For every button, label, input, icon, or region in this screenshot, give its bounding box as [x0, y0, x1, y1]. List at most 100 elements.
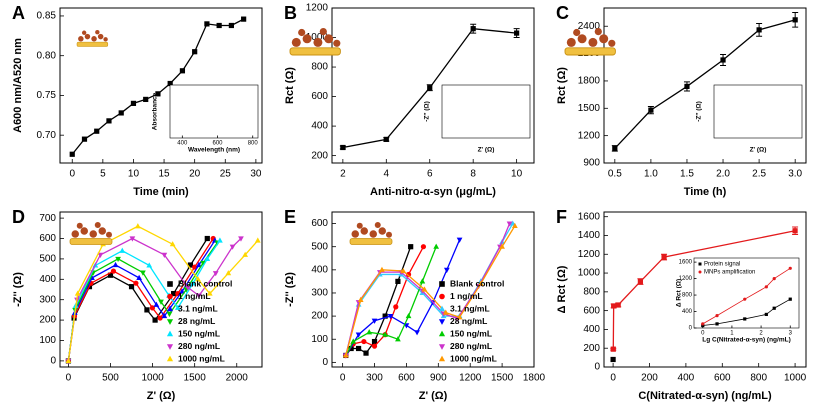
- x-tick-label: 1500: [184, 373, 207, 384]
- x-axis-title: Time (min): [133, 186, 189, 198]
- data-point: [136, 274, 142, 280]
- x-tick-label: 800: [248, 141, 259, 147]
- data-point: [129, 236, 136, 242]
- data-point: [395, 278, 401, 285]
- y-tick-label: 1200: [578, 130, 601, 141]
- data-point: [155, 91, 161, 97]
- legend-marker: [167, 281, 173, 287]
- y-tick-label: 100: [311, 334, 328, 345]
- legend-label: 280 ng/mL: [178, 341, 220, 351]
- y-tick-label: 400: [311, 264, 328, 275]
- legend-marker: [166, 330, 174, 337]
- x-axis-title: Lg C(Nitrated-α-syn) (ng/mL): [702, 337, 791, 344]
- data-point: [169, 241, 176, 247]
- data-point: [355, 345, 362, 352]
- data-point: [342, 352, 349, 358]
- series-line: [67, 242, 218, 361]
- data-point: [355, 332, 362, 338]
- legend-marker: [438, 355, 446, 362]
- legend-marker: [167, 293, 173, 300]
- data-point: [94, 128, 100, 134]
- data-point: [743, 317, 747, 321]
- data-point: [756, 27, 762, 33]
- x-tick-label: 200: [641, 373, 658, 384]
- data-point: [133, 280, 139, 286]
- data-point: [171, 290, 177, 297]
- y-tick-label: 1800: [578, 76, 601, 87]
- data-point: [161, 312, 168, 319]
- series-line: [67, 240, 221, 361]
- data-point: [792, 17, 798, 23]
- data-point: [684, 83, 690, 90]
- x-tick-label: 0: [66, 373, 72, 384]
- panel-letter: A: [12, 3, 25, 23]
- legend-label: 1 ng/mL: [178, 291, 211, 301]
- legend-marker: [438, 344, 446, 350]
- y-tick-label: 1000: [578, 268, 601, 279]
- y-tick-label: 400: [583, 324, 600, 335]
- legend-marker: [438, 305, 446, 312]
- series-line: [702, 267, 791, 325]
- x-tick-label: 4: [384, 169, 390, 180]
- panel-letter: C: [556, 3, 569, 23]
- data-point: [143, 96, 149, 103]
- x-tick-label: 3: [789, 331, 793, 337]
- legend-marker: [166, 319, 174, 325]
- data-point: [242, 251, 249, 257]
- x-tick-label: 2: [340, 169, 346, 180]
- legend-label: Blank control: [450, 278, 504, 288]
- x-tick-label: 1000: [784, 373, 807, 384]
- data-point: [216, 22, 222, 29]
- legend-label: 150 ng/mL: [178, 328, 220, 338]
- x-tick-label: 0: [340, 373, 346, 384]
- y-axis-title: Rct (Ω): [556, 67, 568, 104]
- data-point: [128, 284, 135, 290]
- legend-marker: [166, 355, 174, 362]
- data-point: [499, 243, 505, 249]
- data-point: [212, 271, 219, 277]
- data-point: [112, 261, 119, 268]
- data-point: [179, 288, 185, 294]
- data-point: [348, 345, 354, 352]
- y-tick-label: 1400: [578, 230, 601, 241]
- data-point: [192, 264, 198, 270]
- x-axis-title: Time (h): [684, 186, 727, 198]
- data-point: [152, 317, 158, 323]
- data-point: [144, 307, 150, 313]
- y-tick-label: 600: [39, 233, 56, 244]
- x-axis-title: C(Nitrated-α-syn) (ng/mL): [638, 390, 772, 402]
- data-point: [395, 336, 401, 342]
- legend-marker: [698, 270, 702, 274]
- y-axis-title: Δ Rct (Ω): [676, 279, 683, 307]
- legend-marker: [438, 330, 446, 337]
- series-line: [702, 298, 791, 326]
- data-point: [792, 228, 798, 234]
- data-point: [74, 290, 81, 296]
- y-tick-label: 0: [322, 357, 328, 368]
- y-axis-title: Absorbance: [152, 92, 159, 130]
- legend-label: 1 ng/mL: [450, 291, 483, 301]
- data-point: [134, 223, 141, 229]
- y-tick-label: 900: [583, 158, 600, 169]
- y-tick-label: 200: [311, 150, 328, 161]
- data-point: [427, 85, 433, 91]
- data-point: [371, 318, 378, 324]
- panel-letter: B: [284, 3, 297, 23]
- data-point: [772, 306, 776, 310]
- legend-marker: [439, 293, 445, 300]
- x-tick-label: 400: [177, 141, 188, 147]
- data-point: [715, 314, 719, 318]
- y-tick-label: 600: [311, 91, 328, 102]
- data-point: [158, 299, 164, 305]
- x-axis-title: Z' (Ω): [419, 390, 448, 402]
- data-point: [153, 301, 160, 307]
- legend-marker: [438, 319, 446, 325]
- data-point: [610, 356, 616, 363]
- data-point: [387, 314, 394, 320]
- y-axis-title: -Z'' (Ω): [12, 272, 24, 307]
- x-tick-label: 1800: [523, 373, 546, 384]
- series-line: [67, 237, 242, 361]
- x-axis-title: Z' (Ω): [478, 147, 495, 154]
- data-point: [196, 261, 202, 268]
